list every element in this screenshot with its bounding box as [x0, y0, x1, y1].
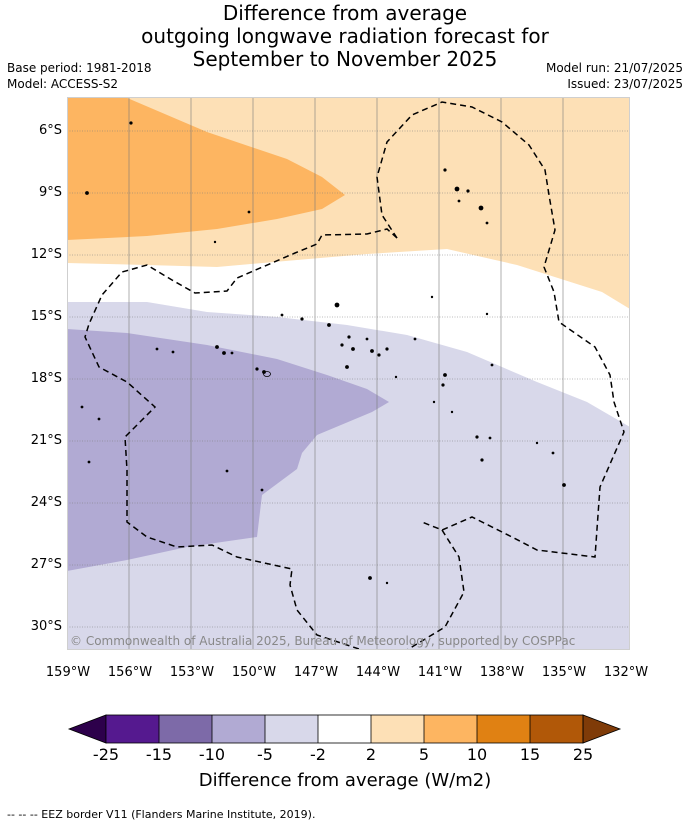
meta-right: Model run: 21/07/2025 Issued: 23/07/2025 [546, 60, 683, 92]
colorbar-segment [371, 715, 424, 743]
lat-tick-label: 15°S [30, 309, 62, 324]
colorbar-segment [159, 715, 212, 743]
anomaly-area-positive-medium [67, 97, 345, 240]
chart-title-line-2: outgoing longwave radiation forecast for [141, 24, 549, 48]
colorbar-tick-label: -25 [92, 745, 120, 764]
colorbar-border [105, 714, 584, 744]
colorbar-segment [477, 715, 530, 743]
colorbar-dividers [158, 715, 531, 743]
chart-title-line-1: Difference from average [222, 1, 468, 25]
colorbar-tick-label: -15 [145, 745, 173, 764]
colorbar-segment [530, 715, 583, 743]
colorbar-tick-label: -2 [310, 745, 326, 764]
anomaly-area-negative-medium [67, 329, 389, 571]
colorbar-tick-label: 25 [572, 745, 594, 764]
islands [80, 121, 566, 585]
lat-tick-label: 6°S [38, 123, 62, 138]
lon-tick-label: 144°W [355, 665, 401, 680]
model-run-label: Model run: 21/07/2025 [545, 61, 683, 75]
island-outline [263, 371, 271, 377]
colorbar-tick-label: -5 [257, 745, 273, 764]
colorbar-tick-label: 5 [418, 745, 430, 764]
lon-tick-label: 153°W [169, 665, 215, 680]
lat-tick-label: 21°S [30, 433, 62, 448]
model-label: Model: ACCESS-S2 [7, 77, 119, 91]
colorbar-tick-label: 10 [466, 745, 488, 764]
colorbar-segment [212, 715, 265, 743]
lon-tick-label: 159°W [45, 665, 91, 680]
lon-tick-label: 141°W [417, 665, 463, 680]
base-period-label: Base period: 1981-2018 [7, 61, 152, 75]
map-border [67, 97, 630, 650]
colorbar-over-arrow [582, 714, 622, 744]
lat-tick-label: 27°S [30, 557, 62, 572]
chart-title-line-3: September to November 2025 [192, 47, 498, 71]
lat-tick-label: 12°S [30, 247, 62, 262]
map-canvas [67, 97, 630, 650]
lat-tick-label: 18°S [30, 371, 62, 386]
lon-tick-label: 138°W [479, 665, 525, 680]
eez-border [84, 101, 625, 650]
lon-tick-label: 156°W [107, 665, 153, 680]
copyright-notice: © Commonwealth of Australia 2025, Bureau… [70, 634, 576, 648]
lat-tick-label: 30°S [30, 619, 62, 634]
colorbar-tick-label: 15 [519, 745, 541, 764]
map-panel [67, 97, 630, 650]
colorbar-axis-label: Difference from average (W/m2) [198, 770, 492, 791]
colorbar [67, 714, 622, 744]
colorbar-segment [424, 715, 477, 743]
map-gridlines [67, 97, 630, 650]
lat-tick-label: 9°S [38, 185, 62, 200]
lon-tick-label: 150°W [231, 665, 277, 680]
eez-footnote: -- -- -- EEZ border V11 (Flanders Marine… [7, 808, 316, 821]
colorbar-under-arrow [67, 714, 107, 744]
lon-tick-label: 132°W [603, 665, 649, 680]
meta-left: Base period: 1981-2018 Model: ACCESS-S2 [7, 60, 152, 92]
colorbar-segment [265, 715, 318, 743]
lon-tick-label: 147°W [293, 665, 339, 680]
lon-tick-label: 135°W [541, 665, 587, 680]
colorbar-tick-label: -10 [198, 745, 226, 764]
issued-label: Issued: 23/07/2025 [567, 77, 683, 91]
colorbar-segment [318, 715, 371, 743]
colorbar-segment [106, 715, 159, 743]
colorbar-tick-label: 2 [365, 745, 377, 764]
lat-tick-label: 24°S [30, 495, 62, 510]
